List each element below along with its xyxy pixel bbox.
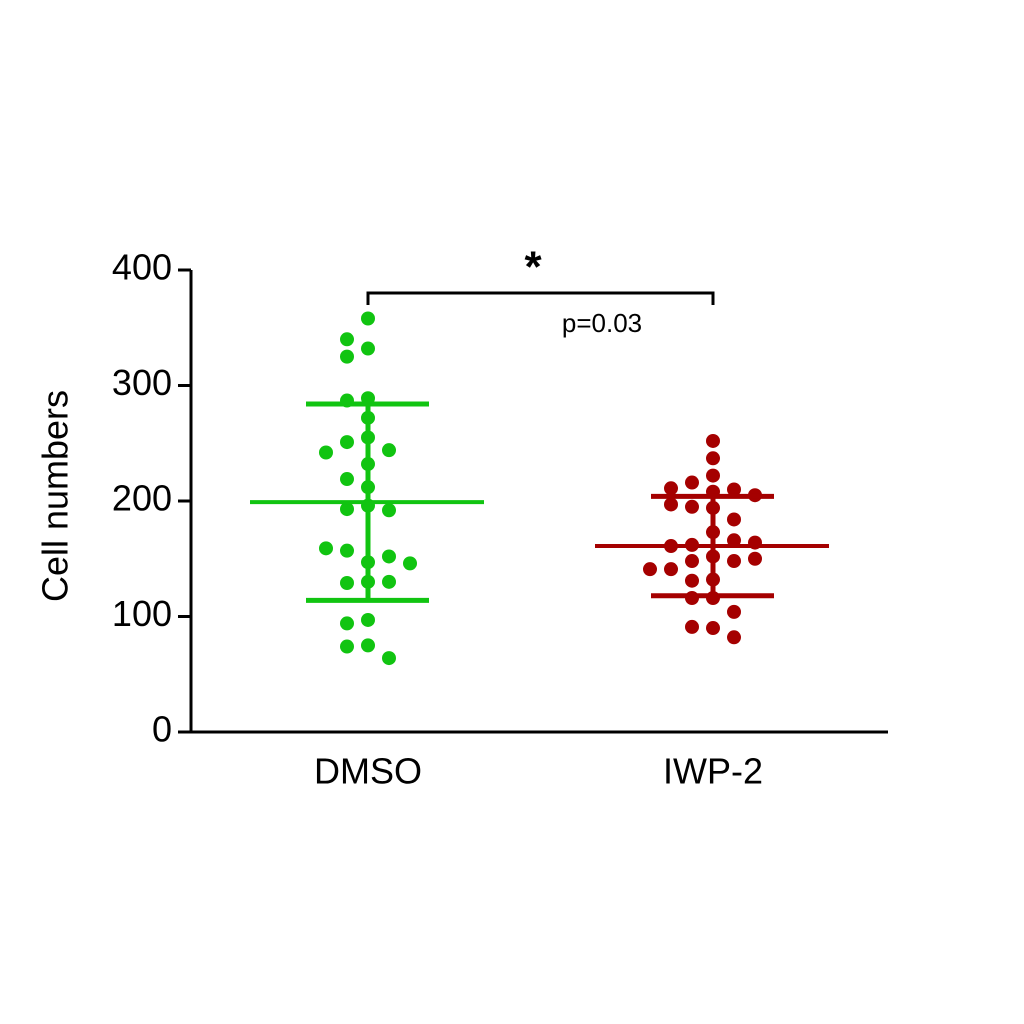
p-value: p=0.03 <box>562 308 642 338</box>
significance-bracket <box>366 291 715 305</box>
data-point <box>685 475 699 490</box>
data-point <box>340 435 354 450</box>
data-point <box>319 445 333 460</box>
data-point <box>664 562 678 577</box>
data-point <box>643 562 657 577</box>
data-point <box>361 311 375 326</box>
y-tick-label: 200 <box>112 478 172 519</box>
x-tick-label: IWP-2 <box>663 751 763 792</box>
data-point <box>340 349 354 364</box>
data-point <box>664 497 678 512</box>
data-point <box>727 604 741 619</box>
data-point <box>685 499 699 514</box>
data-point <box>727 533 741 548</box>
data-point <box>403 556 417 571</box>
data-point <box>340 332 354 347</box>
y-tick-label: 100 <box>112 593 172 634</box>
data-point <box>706 621 720 636</box>
y-tick-label: 300 <box>112 362 172 403</box>
data-point <box>340 616 354 631</box>
data-point <box>340 502 354 517</box>
data-point <box>685 554 699 569</box>
y-tick-label: 400 <box>112 247 172 288</box>
data-point <box>727 630 741 645</box>
data-point <box>382 574 396 589</box>
data-point <box>727 512 741 527</box>
data-point <box>706 468 720 483</box>
data-point <box>319 541 333 556</box>
data-point <box>685 573 699 588</box>
y-axis-title: Cell numbers <box>35 390 76 602</box>
data-point <box>664 481 678 496</box>
data-point <box>340 639 354 654</box>
x-tick-label: DMSO <box>314 751 422 792</box>
data-point <box>706 451 720 466</box>
data-point <box>340 543 354 558</box>
data-point <box>706 433 720 448</box>
data-point <box>382 443 396 458</box>
data-point <box>340 472 354 487</box>
data-point <box>382 651 396 666</box>
data-point <box>382 549 396 564</box>
data-point <box>382 503 396 518</box>
data-point <box>361 341 375 356</box>
data-point <box>361 612 375 627</box>
data-point <box>727 482 741 497</box>
significance-marker: * <box>524 243 542 292</box>
data-point <box>727 554 741 569</box>
data-point <box>748 551 762 566</box>
data-point <box>340 576 354 591</box>
data-point <box>361 638 375 653</box>
data-point <box>685 619 699 634</box>
y-tick-label: 0 <box>152 709 172 750</box>
